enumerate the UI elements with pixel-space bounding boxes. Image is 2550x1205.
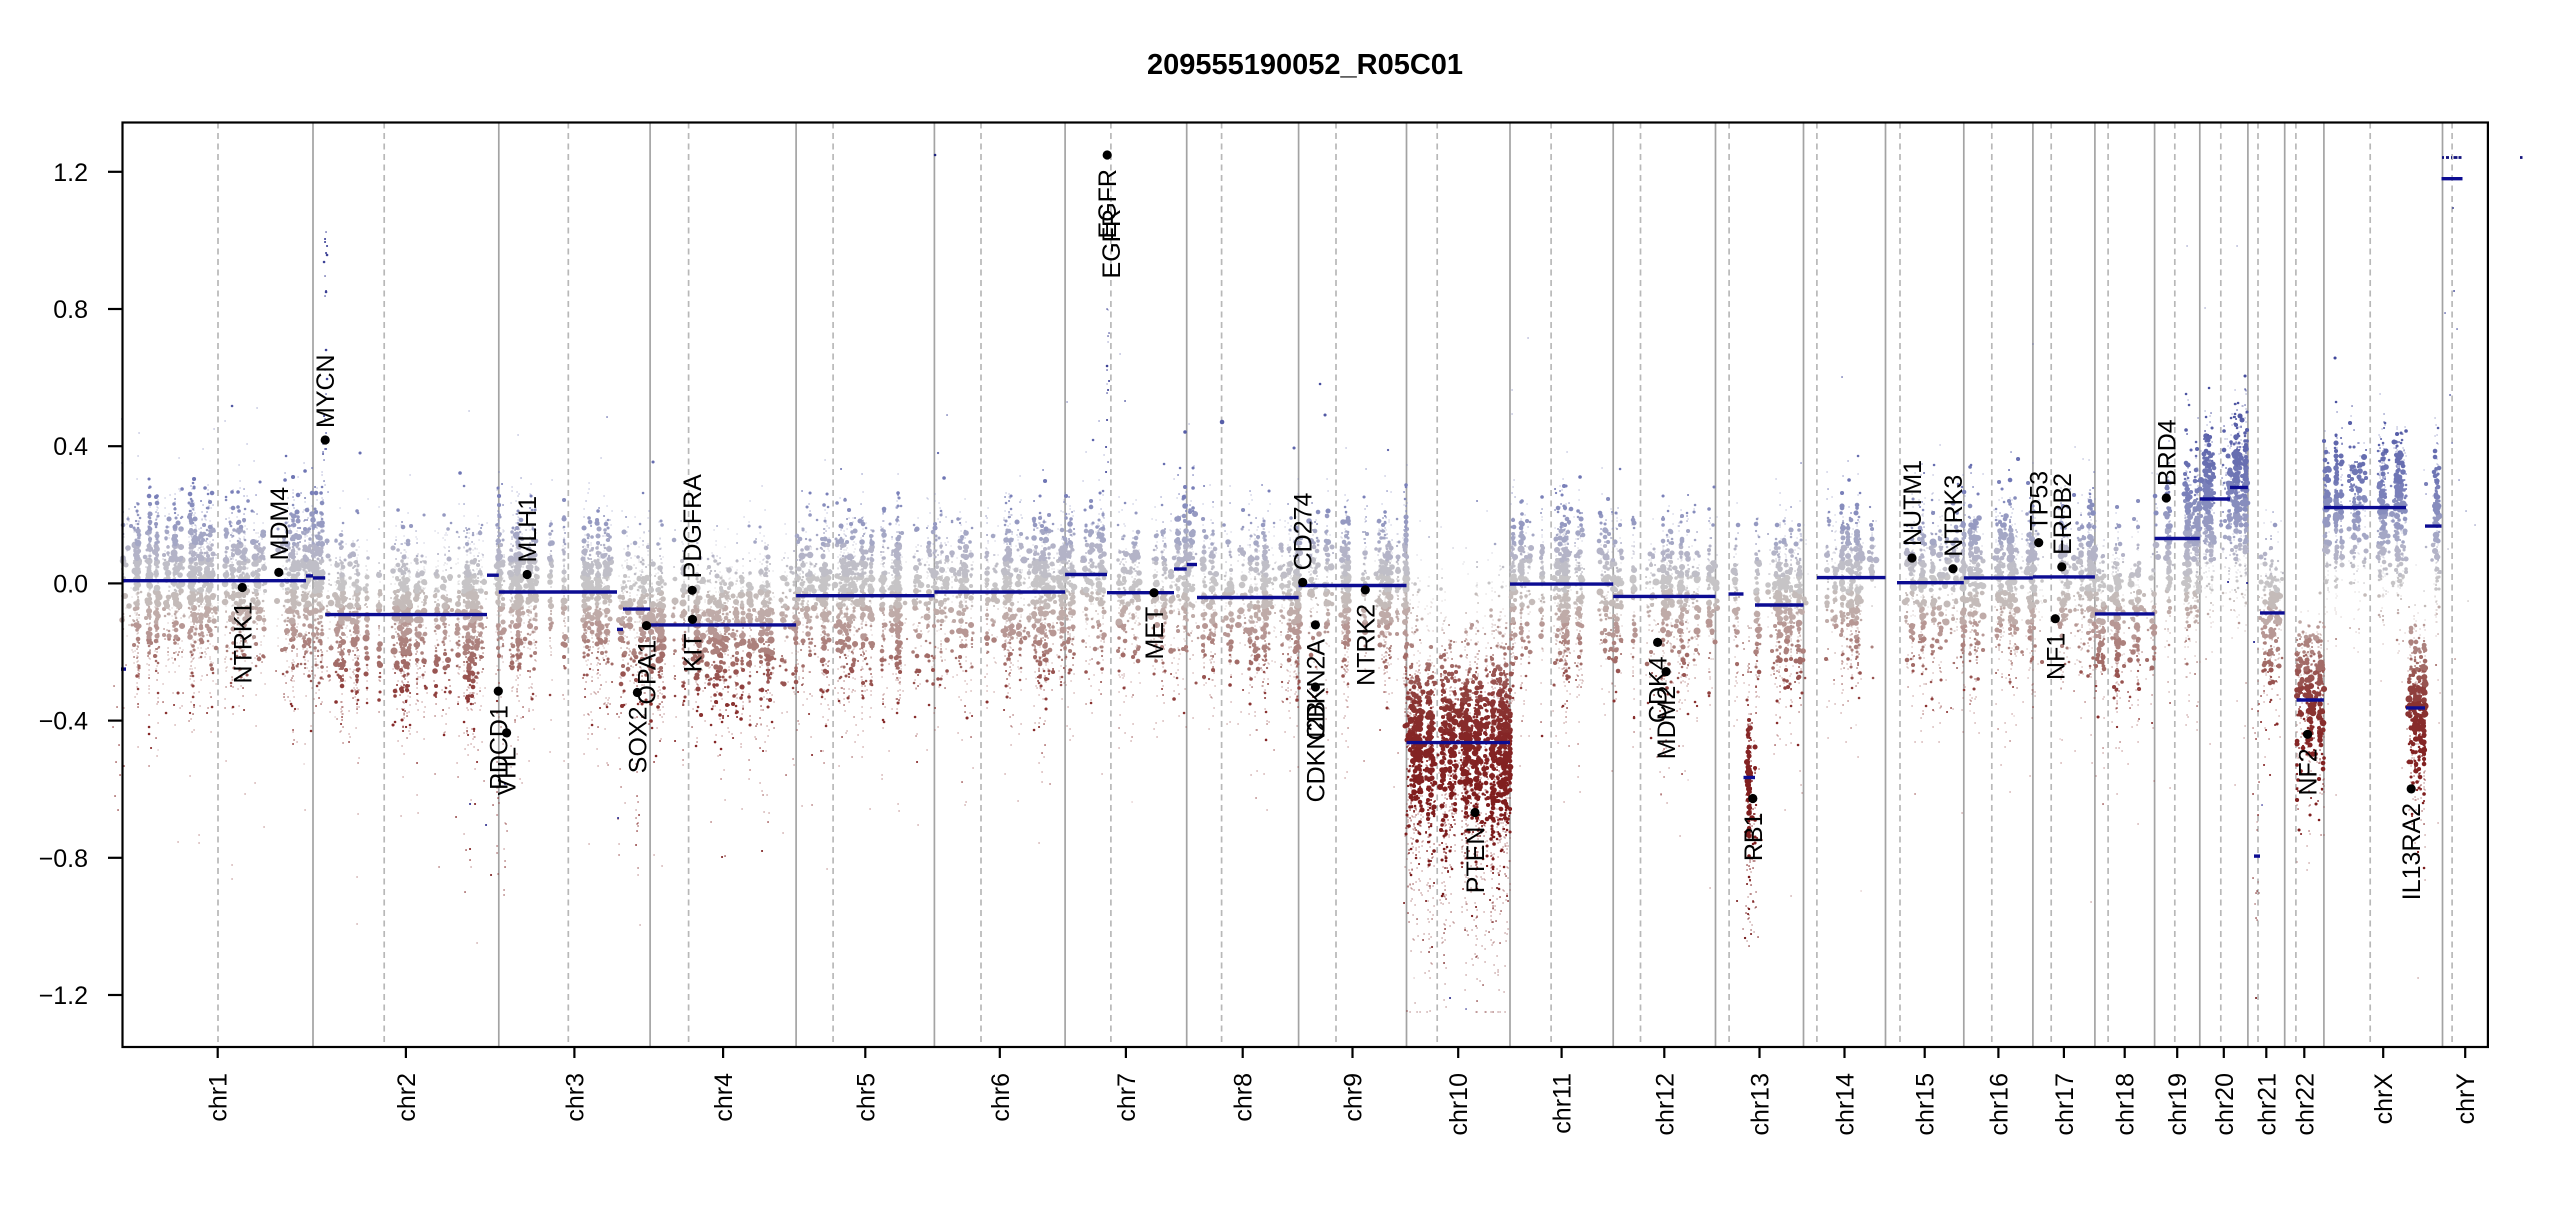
- svg-text:chr20: chr20: [2211, 1073, 2239, 1136]
- svg-text:PDGFRA: PDGFRA: [679, 474, 707, 579]
- svg-text:chr16: chr16: [1985, 1073, 2013, 1136]
- svg-text:MET: MET: [1141, 607, 1169, 660]
- svg-text:NUTM1: NUTM1: [1899, 460, 1927, 546]
- svg-text:chr11: chr11: [1549, 1073, 1577, 1134]
- svg-text:SOX2: SOX2: [624, 707, 652, 774]
- svg-text:NTRK1: NTRK1: [229, 602, 257, 684]
- svg-text:chr17: chr17: [2051, 1073, 2079, 1136]
- svg-text:TP53: TP53: [2026, 471, 2054, 531]
- svg-text:209555190052_R05C01: 209555190052_R05C01: [1147, 49, 1463, 81]
- svg-text:OPA1: OPA1: [634, 640, 662, 705]
- svg-text:ERBB2: ERBB2: [2049, 473, 2077, 555]
- svg-text:MYCN: MYCN: [312, 354, 340, 428]
- svg-text:chr14: chr14: [1832, 1073, 1860, 1136]
- svg-text:−0.4: −0.4: [39, 708, 88, 736]
- svg-text:chrX: chrX: [2370, 1073, 2398, 1125]
- svg-text:chr1: chr1: [205, 1073, 233, 1122]
- svg-text:chrY: chrY: [2452, 1073, 2480, 1125]
- svg-text:chr12: chr12: [1651, 1073, 1679, 1136]
- svg-text:NTRK2: NTRK2: [1352, 604, 1380, 686]
- svg-text:EGFR: EGFR: [1094, 169, 1122, 238]
- svg-text:CDK4: CDK4: [1645, 656, 1673, 723]
- svg-text:chr5: chr5: [852, 1073, 880, 1122]
- svg-text:EGFR: EGFR: [1098, 209, 1126, 278]
- svg-text:RB1: RB1: [1740, 813, 1768, 862]
- svg-text:0.4: 0.4: [53, 433, 88, 461]
- svg-text:chr6: chr6: [987, 1073, 1015, 1122]
- svg-text:chr3: chr3: [561, 1073, 589, 1122]
- svg-text:PTEN: PTEN: [1462, 827, 1490, 894]
- svg-text:chr19: chr19: [2164, 1073, 2192, 1136]
- svg-text:MLH1: MLH1: [514, 496, 542, 563]
- svg-text:chr21: chr21: [2253, 1073, 2281, 1136]
- svg-text:VHL: VHL: [494, 747, 522, 796]
- svg-text:chr4: chr4: [710, 1073, 738, 1122]
- svg-text:chr13: chr13: [1747, 1073, 1775, 1136]
- svg-text:CDKN2B: CDKN2B: [1302, 701, 1330, 802]
- svg-text:chr8: chr8: [1230, 1073, 1258, 1122]
- svg-text:IL13RA2: IL13RA2: [2398, 803, 2426, 900]
- svg-text:1.2: 1.2: [53, 159, 88, 187]
- svg-text:chr10: chr10: [1445, 1073, 1473, 1136]
- svg-text:MDM2: MDM2: [1653, 686, 1681, 760]
- svg-text:−1.2: −1.2: [39, 982, 88, 1010]
- svg-text:chr22: chr22: [2291, 1073, 2319, 1136]
- svg-text:PDCD1: PDCD1: [485, 705, 513, 790]
- svg-text:chr15: chr15: [1912, 1073, 1940, 1136]
- svg-text:0.8: 0.8: [53, 296, 88, 324]
- svg-text:0.0: 0.0: [53, 570, 88, 598]
- svg-text:NF1: NF1: [2042, 633, 2070, 680]
- svg-text:chr9: chr9: [1340, 1073, 1368, 1122]
- svg-text:BRD4: BRD4: [2153, 419, 2181, 486]
- svg-text:CD274: CD274: [1290, 492, 1318, 570]
- svg-text:−0.8: −0.8: [39, 845, 88, 873]
- svg-text:CDKN2A: CDKN2A: [1302, 639, 1330, 741]
- svg-text:MDM4: MDM4: [266, 487, 294, 561]
- svg-text:chr2: chr2: [393, 1073, 421, 1122]
- svg-text:NF2: NF2: [2295, 748, 2323, 795]
- svg-text:NTRK3: NTRK3: [1940, 475, 1968, 557]
- svg-text:chr18: chr18: [2112, 1073, 2140, 1136]
- svg-text:KIT: KIT: [680, 633, 708, 672]
- svg-text:chr7: chr7: [1113, 1073, 1141, 1122]
